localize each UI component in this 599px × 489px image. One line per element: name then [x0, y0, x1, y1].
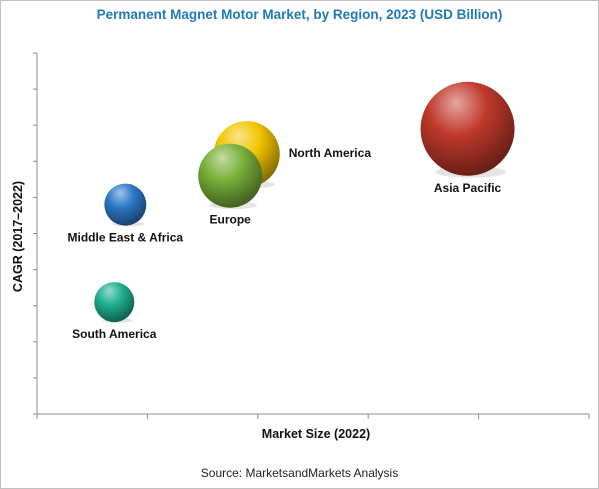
label-asia-pacific: Asia Pacific — [434, 181, 502, 195]
label-europe: Europe — [210, 213, 252, 227]
label-middle-east-africa: Middle East & Africa — [68, 231, 184, 245]
label-north-america: North America — [289, 146, 372, 160]
label-south-america: South America — [72, 327, 157, 341]
source-note: Source: MarketsandMarkets Analysis — [200, 466, 399, 480]
bubble-south-america — [94, 282, 135, 323]
bubble-europe — [198, 143, 263, 208]
chart-title: Permanent Magnet Motor Market, by Region… — [96, 7, 503, 22]
bubbles — [94, 81, 515, 323]
axes — [33, 52, 590, 419]
bubble-asia-pacific — [420, 81, 515, 176]
bubble-middle-east-africa — [104, 183, 147, 226]
y-axis-label: CAGR (2017–2022) — [11, 181, 25, 292]
bubble-labels: Asia Pacific North America Europe Middle Ea… — [68, 146, 502, 341]
x-axis-label: Market Size (2022) — [262, 427, 370, 441]
